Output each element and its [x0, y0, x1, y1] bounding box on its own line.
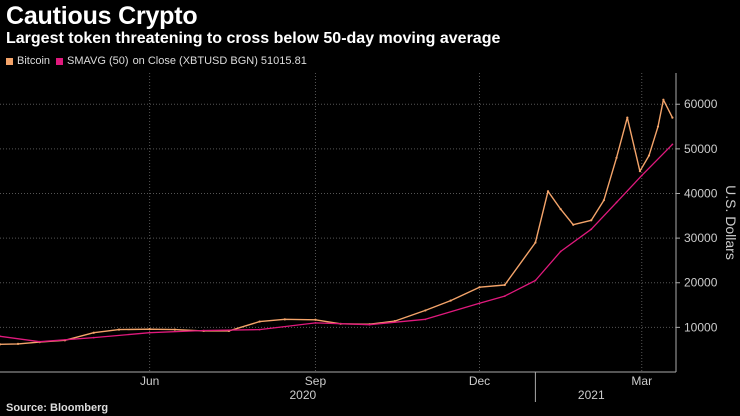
bitcoin-data-point: [283, 318, 286, 321]
x-month-label: Dec: [469, 374, 490, 388]
bitcoin-legend-swatch: [6, 57, 13, 65]
sma-legend-swatch: [56, 57, 64, 65]
bitcoin-data-point: [148, 328, 151, 331]
bitcoin-data-point: [546, 190, 550, 193]
bitcoin-data-point: [656, 125, 660, 128]
sma50-data-point: [424, 318, 427, 321]
bitcoin-data-point: [671, 116, 674, 119]
bitcoin-data-point: [173, 328, 176, 331]
sma-legend-label: SMAVG (50): [67, 55, 129, 67]
y-tick-label: 50000: [684, 142, 718, 156]
bitcoin-data-point: [534, 241, 537, 244]
sma50-data-point: [258, 328, 261, 331]
x-month-label: Sep: [305, 374, 327, 388]
sma50-data-point: [314, 322, 317, 324]
y-tick-label: 20000: [684, 276, 718, 290]
sma50-data-point: [38, 340, 41, 343]
legend: Bitcoin SMAVG (50) on Close (XBTUSD BGN)…: [6, 55, 307, 67]
sma50-data-point: [478, 302, 481, 305]
bitcoin-data-point: [16, 342, 20, 345]
x-month-label: Mar: [631, 374, 652, 388]
sma50-line: [0, 143, 673, 343]
sma50-data-point: [559, 250, 562, 253]
sma50-data-point: [671, 143, 674, 146]
bitcoin-data-point: [92, 331, 95, 334]
bitcoin-data-point: [117, 328, 121, 331]
y-tick-label: 10000: [684, 320, 718, 334]
bitcoin-data-point: [572, 223, 575, 226]
sma50-data-point: [368, 323, 371, 326]
sma50-data-point: [640, 174, 643, 177]
sma-legend-detail: on Close (XBTUSD BGN) 51015.81: [132, 55, 307, 67]
bitcoin-price-line: [0, 99, 674, 345]
bitcoin-data-point: [626, 116, 629, 119]
bitcoin-data-point: [314, 318, 317, 321]
source-note: Source: Bloomberg: [6, 402, 109, 414]
sma50-data-point: [92, 336, 95, 339]
sma50-data-point: [202, 329, 205, 332]
y-axis-title: U.S. Dollars: [723, 185, 739, 260]
bitcoin-data-point: [0, 343, 2, 346]
bitcoin-data-point: [503, 283, 506, 287]
x-month-label: Jun: [140, 374, 159, 388]
sma50-data-point: [615, 201, 618, 204]
sma50-data-point: [534, 279, 537, 282]
bitcoin-data-point: [559, 208, 562, 211]
bitcoin-data-point: [647, 154, 651, 157]
bitcoin-data-point: [615, 156, 618, 159]
chart-subtitle: Largest token threatening to cross below…: [6, 30, 501, 47]
bitcoin-data-point: [449, 299, 452, 302]
bitcoin-data-point: [602, 199, 605, 202]
bitcoin-data-point: [638, 170, 642, 173]
bitcoin-data-point: [258, 320, 261, 323]
bitcoin-legend-label: Bitcoin: [17, 55, 51, 67]
sma50-data-point: [590, 228, 593, 231]
y-tick-label: 40000: [684, 186, 718, 200]
y-tick-label: 60000: [684, 97, 718, 111]
sma50-data-point: [148, 331, 151, 334]
bitcoin-data-point: [478, 286, 481, 289]
bitcoin-data-point: [424, 309, 427, 312]
chart-title: Cautious Crypto: [6, 2, 198, 30]
bitcoin-data-point: [662, 98, 665, 101]
x-year-label: 2021: [578, 388, 605, 402]
sma50-data-point: [0, 335, 1, 338]
y-tick-label: 30000: [684, 231, 718, 245]
sma50-data-point: [503, 295, 506, 298]
bitcoin-data-point: [590, 219, 593, 222]
x-year-label: 2020: [289, 388, 316, 402]
